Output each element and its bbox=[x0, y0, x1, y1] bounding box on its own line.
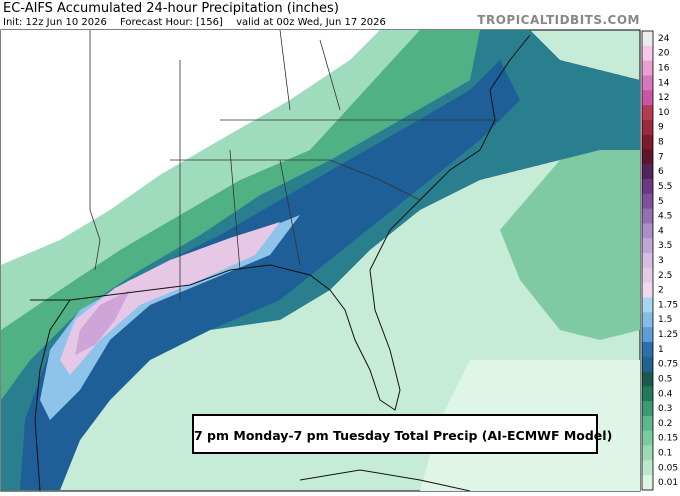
colorbar-swatch bbox=[642, 193, 653, 209]
colorbar-label: 7 bbox=[658, 152, 664, 162]
colorbar-swatch bbox=[642, 238, 653, 254]
colorbar-label: 14 bbox=[658, 78, 670, 88]
colorbar-swatch bbox=[642, 134, 653, 150]
colorbar-swatch bbox=[642, 267, 653, 284]
colorbar-label: 2.5 bbox=[658, 271, 672, 281]
colorbar-swatch bbox=[642, 282, 653, 298]
colorbar-swatch bbox=[642, 179, 653, 195]
colorbar-swatch bbox=[642, 341, 653, 358]
colorbar-swatch bbox=[642, 386, 653, 402]
colorbar-swatch bbox=[642, 253, 653, 269]
annotation-box: 7 pm Monday-7 pm Tuesday Total Precip (A… bbox=[192, 414, 612, 454]
colorbar-label: 0.4 bbox=[658, 389, 673, 399]
colorbar-swatch bbox=[642, 475, 653, 491]
colorbar-swatch bbox=[642, 149, 653, 165]
colorbar-swatch bbox=[642, 297, 653, 313]
colorbar: 24 20 16 14 12 10 9 8 7 6 5.5 5 4.5 4 3.5 3 2.5 2 1.75 1.5 1… bbox=[641, 30, 678, 491]
colorbar-label: 24 bbox=[658, 34, 670, 44]
colorbar-label: 5 bbox=[658, 197, 664, 207]
colorbar-label: 5.5 bbox=[658, 182, 672, 192]
colorbar-swatch bbox=[642, 430, 653, 446]
colorbar-label: 1.75 bbox=[658, 300, 678, 310]
colorbar-swatch bbox=[642, 445, 653, 461]
colorbar-swatch bbox=[642, 460, 653, 476]
colorbar-swatch bbox=[642, 312, 653, 328]
coastlines bbox=[30, 34, 531, 492]
state-borders bbox=[89, 29, 500, 300]
colorbar-label: 4 bbox=[658, 226, 664, 236]
colorbar-swatch bbox=[642, 356, 653, 372]
colorbar-swatch bbox=[642, 60, 653, 76]
colorbar-swatch bbox=[642, 119, 653, 135]
colorbar-label: 0.3 bbox=[658, 404, 672, 414]
colorbar-label: 20 bbox=[658, 49, 670, 59]
subtitle: Init: 12z Jun 10 2026 Forecast Hour: [15… bbox=[3, 17, 396, 28]
colorbar-label: 2 bbox=[658, 286, 664, 296]
colorbar-swatch bbox=[642, 164, 653, 180]
colorbar-swatch bbox=[642, 223, 653, 239]
colorbar-swatch bbox=[642, 327, 653, 343]
colorbar-label: 16 bbox=[658, 64, 670, 74]
colorbar-label: 6 bbox=[658, 167, 664, 177]
colorbar-swatch bbox=[642, 90, 653, 106]
colorbar-label: 1.25 bbox=[658, 330, 678, 340]
colorbar-label: 0.15 bbox=[658, 434, 678, 444]
colorbar-swatch bbox=[642, 208, 653, 224]
colorbar-label: 3 bbox=[658, 256, 664, 266]
colorbar-label: 10 bbox=[658, 108, 670, 118]
colorbar-label: 1.5 bbox=[658, 315, 672, 325]
colorbar-label: 0.01 bbox=[658, 478, 678, 488]
colorbar-swatch bbox=[642, 45, 653, 61]
colorbar-label: 3.5 bbox=[658, 241, 672, 251]
colorbar-swatch bbox=[642, 31, 653, 47]
forecast-hour: Forecast Hour: [156] bbox=[120, 17, 223, 28]
colorbar-label: 1 bbox=[658, 345, 664, 355]
colorbar-swatch bbox=[642, 401, 653, 417]
colorbar-label: 0.1 bbox=[658, 448, 672, 458]
colorbar-swatch bbox=[642, 75, 653, 91]
colorbar-label: 0.05 bbox=[658, 463, 678, 473]
colorbar-label: 0.2 bbox=[658, 419, 672, 429]
init-time: Init: 12z Jun 10 2026 bbox=[3, 17, 107, 28]
colorbar-label: 0.5 bbox=[658, 374, 672, 384]
colorbar-label: 9 bbox=[658, 123, 664, 133]
colorbar-swatch bbox=[642, 105, 653, 121]
watermark: TROPICALTIDBITS.COM bbox=[477, 13, 640, 27]
colorbar-label: 4.5 bbox=[658, 212, 672, 222]
colorbar-label: 8 bbox=[658, 138, 664, 148]
title: EC-AIFS Accumulated 24-hour Precipitatio… bbox=[3, 1, 339, 16]
colorbar-swatch bbox=[642, 371, 653, 387]
colorbar-label: 12 bbox=[658, 93, 669, 103]
valid-time: valid at 00z Wed, Jun 17 2026 bbox=[236, 17, 386, 28]
colorbar-label: 0.75 bbox=[658, 360, 678, 370]
colorbar-frame bbox=[641, 30, 654, 491]
colorbar-swatch bbox=[642, 415, 653, 432]
